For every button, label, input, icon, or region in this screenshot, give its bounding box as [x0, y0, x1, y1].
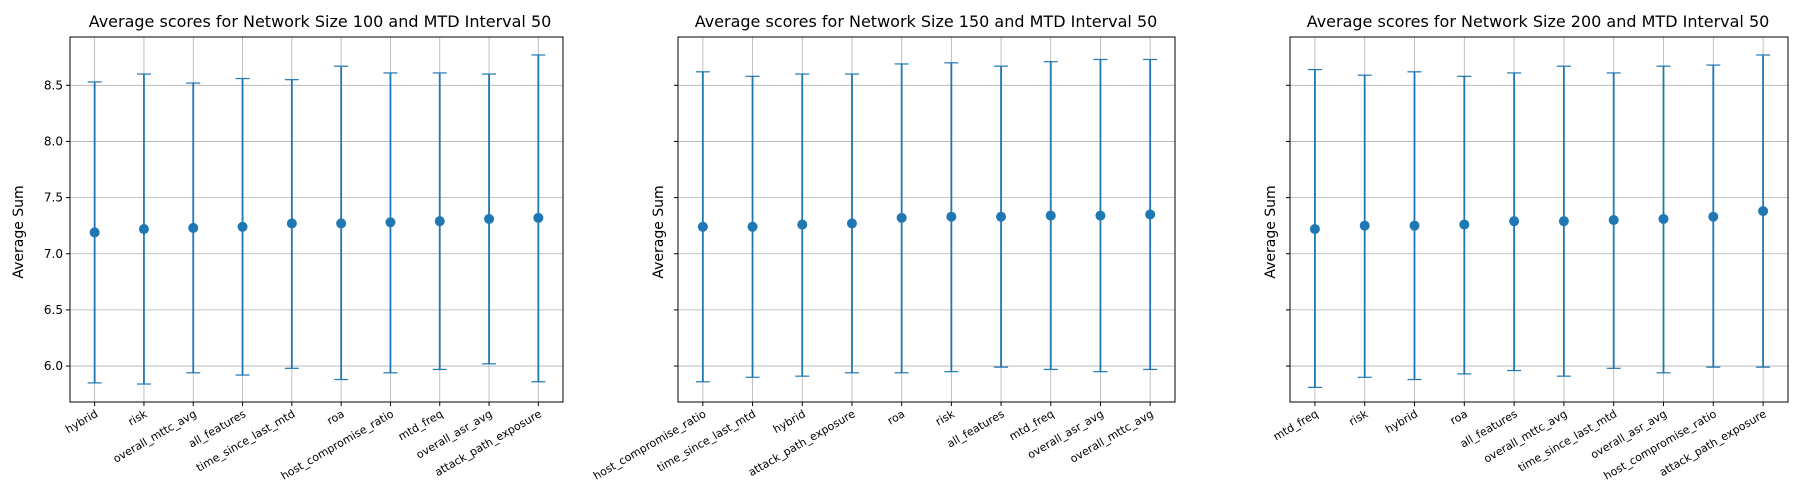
data-point	[1708, 211, 1719, 222]
y-axis-label: Average Sum	[651, 185, 667, 278]
x-tick-label: roa	[1448, 407, 1470, 427]
x-tick-label: mtd_freq	[1271, 407, 1320, 443]
data-point	[747, 221, 758, 232]
data-point	[434, 216, 445, 227]
data-point	[286, 218, 297, 229]
y-axis-label: Average Sum	[1263, 185, 1279, 278]
x-tick-label: overall_mttc_avg	[111, 407, 199, 465]
data-point	[1758, 206, 1769, 217]
chart-panel-network-size-200: Average scores for Network Size 200 and …	[1263, 12, 1789, 483]
data-point	[484, 213, 495, 224]
x-tick-label: risk	[1347, 407, 1371, 428]
data-point	[896, 212, 907, 223]
chart-panel-network-size-100: Average scores for Network Size 100 and …	[11, 12, 564, 483]
x-tick-label: hybrid	[771, 407, 808, 436]
data-point	[89, 227, 100, 238]
data-point	[1608, 215, 1619, 226]
data-point	[188, 222, 199, 233]
data-point	[237, 221, 248, 232]
data-point	[697, 221, 708, 232]
chart-panel-network-size-150: Average scores for Network Size 150 and …	[591, 12, 1176, 483]
data-point	[385, 217, 396, 228]
y-tick-label: 6.0	[44, 359, 63, 373]
x-tick-label: hybrid	[1383, 407, 1420, 436]
data-point	[946, 211, 957, 222]
chart-title: Average scores for Network Size 150 and …	[695, 12, 1158, 31]
y-axis-label: Average Sum	[11, 185, 27, 278]
data-point	[996, 211, 1007, 222]
data-point	[1359, 220, 1370, 231]
y-tick-label: 7.5	[44, 191, 63, 205]
chart-title: Average scores for Network Size 100 and …	[89, 12, 552, 31]
x-tick-label: overall_mttc_avg	[1068, 407, 1156, 465]
y-tick-label: 8.0	[44, 134, 63, 148]
data-point	[1145, 209, 1156, 220]
y-tick-label: 6.5	[44, 303, 63, 317]
y-tick-label: 7.0	[44, 247, 63, 261]
chart-title: Average scores for Network Size 200 and …	[1307, 12, 1770, 31]
x-tick-label: risk	[126, 407, 150, 428]
data-point	[336, 218, 347, 229]
x-tick-label: roa	[325, 407, 347, 427]
data-point	[1095, 210, 1106, 221]
data-point	[846, 218, 857, 229]
data-point	[1309, 224, 1320, 235]
x-tick-label: roa	[885, 407, 907, 427]
axes-frame	[69, 36, 564, 403]
data-point	[533, 212, 544, 223]
y-tick-label: 8.5	[44, 78, 63, 92]
data-point	[797, 219, 808, 230]
data-point	[1459, 219, 1470, 230]
data-point	[1658, 213, 1669, 224]
axes-frame	[677, 36, 1176, 403]
data-point	[1558, 216, 1569, 227]
x-tick-label: hybrid	[63, 407, 100, 436]
x-tick-label: all_features	[945, 407, 1007, 450]
axes-frame	[1289, 36, 1789, 403]
data-point	[138, 224, 149, 235]
data-point	[1509, 216, 1520, 227]
x-tick-label: risk	[933, 407, 957, 428]
data-point	[1409, 220, 1420, 231]
data-point	[1045, 210, 1056, 221]
